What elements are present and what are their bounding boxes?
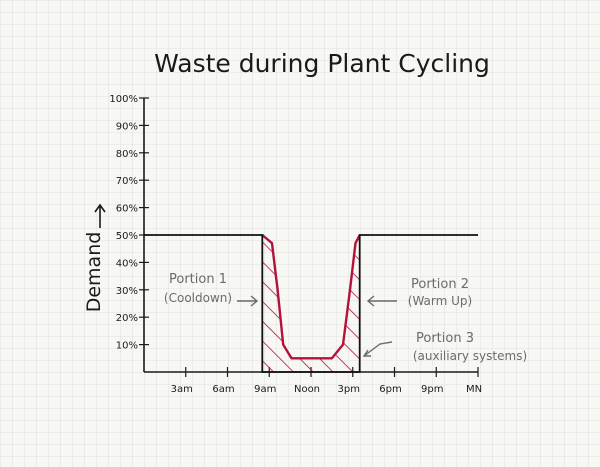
x-tick-label: MN bbox=[466, 384, 482, 395]
y-tick-label: 30% bbox=[116, 286, 138, 297]
annotation-portion-2-arrow bbox=[366, 295, 397, 307]
annotation-portion-3-label: Portion 3 bbox=[416, 331, 474, 346]
y-axis-label-group: Demand bbox=[83, 203, 106, 313]
y-tick-label: 20% bbox=[116, 313, 138, 324]
annotations: Portion 1 (Cooldown) Portion 2 (Warm Up)… bbox=[164, 272, 527, 363]
chart-title: Waste during Plant Cycling bbox=[154, 49, 490, 78]
y-tick-label: 80% bbox=[116, 149, 138, 160]
x-tick-label: Noon bbox=[294, 384, 320, 395]
y-axis-label: Demand bbox=[83, 232, 105, 313]
x-tick-label: 6pm bbox=[379, 384, 401, 395]
y-axis-label-arrow bbox=[94, 203, 106, 228]
annotation-portion-1-arrow bbox=[237, 295, 259, 307]
x-tick-label: 3pm bbox=[338, 384, 360, 395]
y-tick-label: 40% bbox=[116, 258, 138, 269]
y-tick-label: 60% bbox=[116, 204, 138, 215]
series-demand-line bbox=[144, 234, 478, 373]
series-ramp-line bbox=[261, 234, 361, 360]
annotation-portion-1-sublabel: (Cooldown) bbox=[164, 291, 232, 305]
annotation-portion-3-sublabel: (auxiliary systems) bbox=[413, 349, 527, 363]
y-tick-label: 100% bbox=[109, 94, 138, 105]
y-ticks: 10% 20% 30% 40% 50% 60% 70% 80% 90% 100% bbox=[109, 94, 149, 352]
x-tick-label: 6am bbox=[212, 384, 234, 395]
annotation-portion-3-arrow bbox=[362, 341, 393, 357]
annotation-portion-2-label: Portion 2 bbox=[411, 277, 469, 292]
y-tick-label: 90% bbox=[116, 121, 138, 132]
x-tick-label: 9am bbox=[254, 384, 276, 395]
series-layer bbox=[144, 234, 478, 373]
x-ticks: 3am 6am 9am Noon 3pm 6pm 9pm MN bbox=[171, 367, 482, 395]
y-tick-label: 50% bbox=[116, 231, 138, 242]
annotation-portion-1-label: Portion 1 bbox=[169, 272, 227, 287]
y-tick-label: 10% bbox=[116, 341, 138, 352]
x-tick-label: 3am bbox=[171, 384, 193, 395]
annotation-portion-2-sublabel: (Warm Up) bbox=[408, 294, 472, 308]
x-tick-label: 9pm bbox=[421, 384, 443, 395]
y-tick-label: 70% bbox=[116, 176, 138, 187]
